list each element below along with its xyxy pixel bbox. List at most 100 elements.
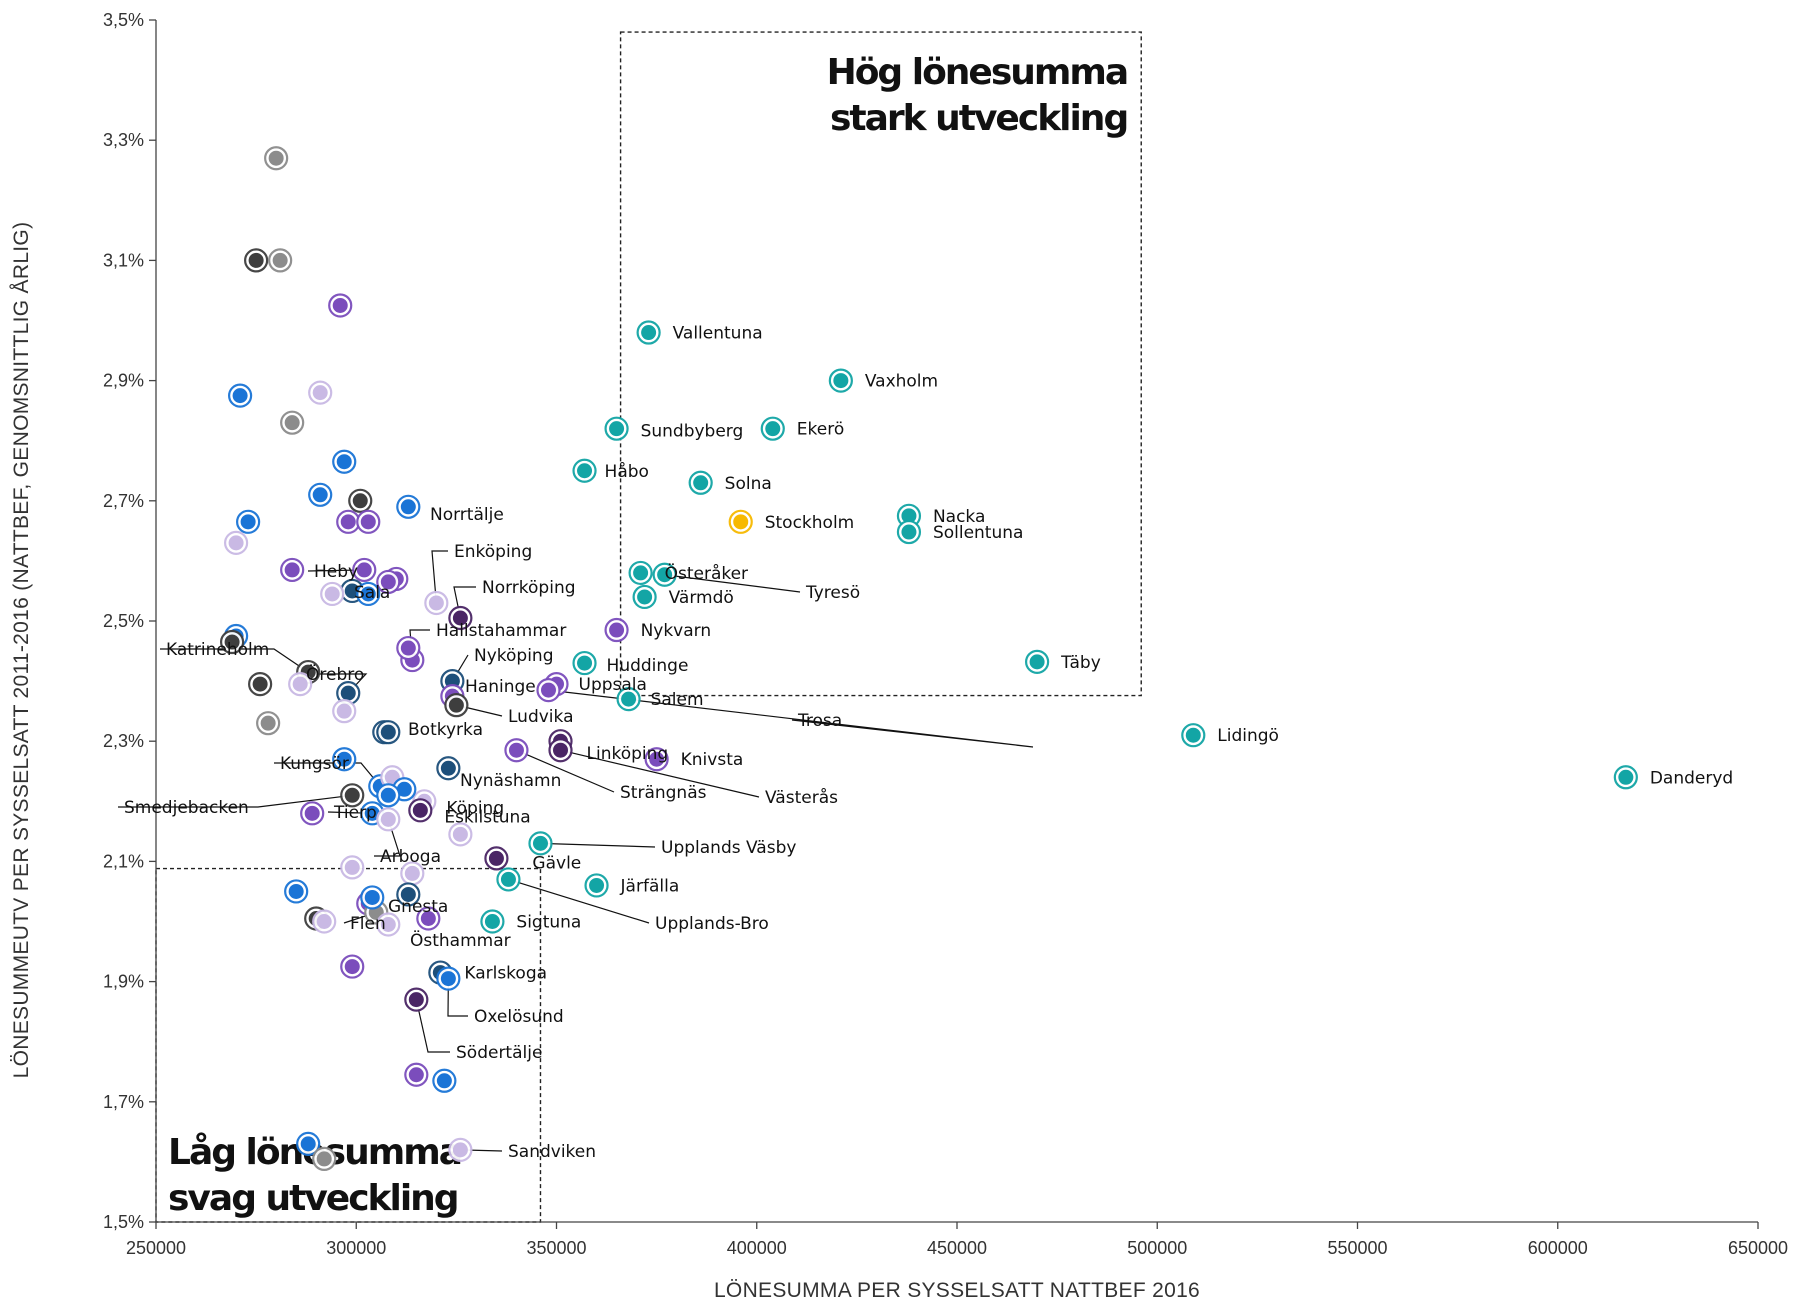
- point-label: Nykvarn: [641, 621, 712, 641]
- point-label: Solna: [725, 474, 772, 494]
- point-dot: [336, 751, 352, 767]
- point-dot: [621, 691, 637, 707]
- point: [396, 882, 421, 907]
- point-label: Arboga: [380, 847, 441, 867]
- x-tick-label: 250000: [126, 1238, 186, 1258]
- point-dot: [360, 514, 376, 530]
- point-label: Oxelösund: [474, 1007, 564, 1027]
- point-label: Sigtuna: [516, 913, 581, 933]
- point-dot: [312, 385, 328, 401]
- point-dot: [344, 583, 360, 599]
- y-tick-label: 2,9%: [103, 371, 144, 391]
- point-värmdö: [632, 584, 657, 610]
- leader-line: [516, 749, 615, 793]
- point-label: Ludvika: [508, 707, 574, 727]
- point-label: Enköping: [454, 542, 532, 562]
- point-label: Gävle: [532, 853, 581, 873]
- point-dot: [408, 992, 424, 1008]
- point-norrtälje: [396, 494, 421, 519]
- point-label: Nynäshamn: [460, 771, 561, 791]
- point-smedjebacken: [340, 783, 365, 808]
- region-high-label: Hög lönesumma: [827, 52, 1128, 93]
- point-täby: [1024, 649, 1050, 674]
- point: [308, 482, 333, 507]
- point-dot: [484, 914, 500, 929]
- point-dot: [268, 150, 284, 166]
- point-norrköping: [448, 605, 473, 631]
- y-tick-label: 1,9%: [103, 972, 144, 992]
- point-label: Sollentuna: [933, 523, 1024, 543]
- point-dot: [380, 724, 396, 740]
- point: [288, 672, 313, 697]
- point-label: Botkyrka: [408, 720, 483, 740]
- point-label: Nyköping: [474, 646, 554, 666]
- point-dot: [641, 325, 657, 341]
- x-tick-label: 300000: [326, 1238, 386, 1258]
- point-stockholm: [728, 509, 753, 534]
- point-dot: [452, 610, 468, 626]
- y-tick-label: 2,1%: [103, 851, 144, 871]
- leader-line: [415, 999, 450, 1053]
- point: [300, 801, 325, 826]
- point: [360, 885, 385, 910]
- point: [332, 699, 357, 724]
- point-dot: [693, 475, 709, 491]
- point: [248, 672, 273, 697]
- leader-line: [508, 878, 650, 924]
- point-label: Katrineholm: [166, 640, 269, 660]
- leader-line: [160, 648, 309, 673]
- point-dot: [609, 622, 625, 638]
- point-label: Österåker: [665, 562, 748, 584]
- point-dot: [380, 811, 396, 827]
- point-label: Linköping: [587, 744, 669, 764]
- point-label: Järfälla: [620, 876, 680, 896]
- point-dot: [316, 914, 332, 929]
- point-upplands väsby: [528, 831, 553, 856]
- point-dot: [332, 297, 348, 313]
- point-label: Östhammar: [410, 929, 511, 951]
- point-sigtuna: [480, 909, 505, 934]
- point: [404, 1062, 429, 1087]
- point-dot: [396, 781, 412, 797]
- point: [376, 720, 401, 745]
- y-tick-label: 1,7%: [103, 1092, 144, 1112]
- leader-line: [118, 794, 353, 808]
- point-dot: [577, 655, 593, 671]
- point-dot: [452, 826, 468, 842]
- point-label: Håbo: [605, 461, 649, 482]
- point-label: Stockholm: [765, 513, 855, 533]
- point-östhammar: [376, 912, 401, 937]
- point: [236, 509, 261, 534]
- point-label: Sandviken: [508, 1142, 596, 1162]
- point-knivsta: [644, 747, 669, 772]
- point-label: Danderyd: [1650, 768, 1733, 788]
- point-dot: [589, 877, 605, 893]
- point: [332, 747, 357, 772]
- point: [308, 380, 333, 405]
- point: [448, 822, 473, 847]
- point-dot: [1618, 769, 1634, 785]
- point: [376, 569, 401, 595]
- point-dot: [500, 871, 516, 887]
- point-dot: [609, 421, 625, 437]
- point-sundbyberg: [604, 416, 629, 441]
- region-low-label: svag utveckling: [168, 1178, 458, 1219]
- leader-line: [431, 550, 448, 604]
- point-solna: [688, 470, 713, 495]
- y-tick-label: 2,3%: [103, 731, 144, 751]
- point-dot: [448, 697, 464, 713]
- point-dot: [312, 487, 328, 503]
- point-dot: [420, 910, 436, 926]
- point-dot: [553, 742, 569, 758]
- point-strängnäs: [504, 738, 529, 763]
- point-label: Södertälje: [456, 1043, 542, 1063]
- point-sollentuna: [896, 519, 922, 545]
- point-dot: [360, 586, 376, 602]
- point-dot: [400, 886, 416, 902]
- point-label: Sala: [354, 583, 390, 603]
- region-high-label: stark utveckling: [830, 98, 1127, 139]
- point-dot: [765, 421, 781, 437]
- point: [332, 449, 357, 474]
- point-nykvarn: [604, 617, 629, 643]
